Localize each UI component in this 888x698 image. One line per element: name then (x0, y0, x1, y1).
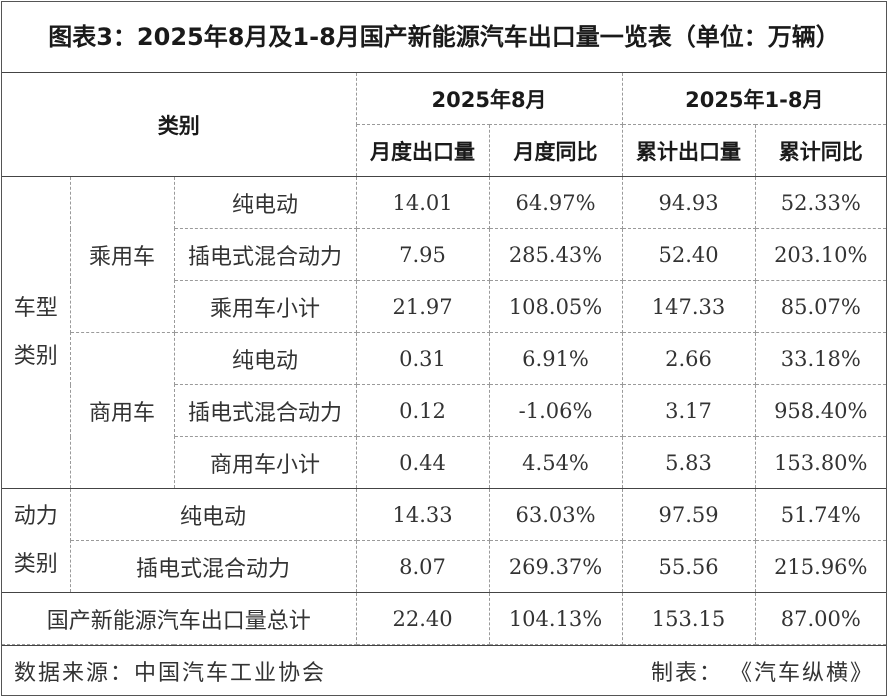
table-row: 插电式混合动力 7.95 285.43% 52.40 203.10% (2, 228, 887, 281)
cumulative-yoy-cell: 51.74% (754, 488, 887, 541)
cumulative-export-cell: 5.83 (621, 436, 756, 489)
header-ytd-group: 2025年1-8月 (621, 72, 887, 125)
row-label: 国产新能源汽车出口量总计 (2, 592, 357, 645)
monthly-yoy-cell: 6.91% (488, 332, 623, 385)
table-maker-label: 制表： (650, 660, 723, 686)
row-label: 插电式混合动力 (70, 540, 357, 593)
monthly-export-cell: 14.01 (355, 176, 490, 229)
header-aug-group: 2025年8月 (355, 72, 623, 125)
row-label: 纯电动 (173, 176, 357, 229)
data-source-label: 数据来源： (14, 660, 135, 686)
table-row: 插电式混合动力 8.07 269.37% 55.56 215.96% (2, 540, 887, 593)
row-label: 插电式混合动力 (174, 228, 357, 281)
header-cumulative-export: 累计出口量 (621, 124, 756, 177)
monthly-yoy-cell: 108.05% (488, 280, 623, 333)
monthly-export-cell: 21.97 (355, 280, 490, 333)
monthly-yoy-cell: 64.97% (488, 176, 623, 229)
export-table: 类别 2025年8月 2025年1-8月 月度出口量 月度同比 累计出口量 累计… (2, 72, 887, 645)
cumulative-yoy-cell: 958.40% (754, 384, 887, 437)
monthly-yoy-cell: 63.03% (488, 488, 623, 541)
monthly-export-cell: 0.12 (355, 384, 490, 437)
data-source: 数据来源：中国汽车工业协会 (14, 655, 326, 687)
table-row: 动力 类别 纯电动 14.33 63.03% 97.59 51.74% (2, 488, 887, 593)
cumulative-export-cell: 2.66 (621, 332, 756, 385)
table-title: 图表3：2025年8月及1-8月国产新能源汽车出口量一览表（单位：万辆） (48, 23, 840, 51)
monthly-export-cell: 0.31 (355, 332, 490, 385)
table-row: 商用车 纯电动 0.31 6.91% 2.66 33.18% (2, 332, 887, 489)
cumulative-yoy-cell: 33.18% (754, 332, 887, 385)
cumulative-export-cell: 147.33 (621, 280, 756, 333)
monthly-yoy-cell: 285.43% (488, 228, 623, 281)
table-footer: 数据来源：中国汽车工业协会 制表： 《汽车纵横》 (2, 645, 886, 695)
cumulative-yoy-cell: 85.07% (754, 280, 887, 333)
monthly-yoy-cell: 269.37% (488, 540, 623, 593)
power-type-group-label: 动力 类别 (2, 488, 71, 593)
cumulative-export-cell: 94.93 (621, 176, 756, 229)
header-cumulative-yoy: 累计同比 (754, 124, 887, 177)
commercial-group-label: 商用车 (70, 332, 175, 489)
table-row: 插电式混合动力 0.12 -1.06% 3.17 958.40% (2, 384, 887, 437)
cumulative-export-cell: 55.56 (621, 540, 756, 593)
row-label: 纯电动 (69, 488, 357, 541)
monthly-export-cell: 22.40 (355, 592, 490, 645)
cumulative-yoy-cell: 153.80% (754, 436, 887, 489)
table-maker-value: 《汽车纵横》 (740, 660, 874, 686)
table-row-total: 国产新能源汽车出口量总计 22.40 104.13% 153.15 87.00% (2, 592, 887, 645)
table-row: 乘用车小计 21.97 108.05% 147.33 85.07% (2, 280, 887, 333)
monthly-export-cell: 8.07 (355, 540, 490, 593)
monthly-export-cell: 0.44 (355, 436, 490, 489)
row-label: 纯电动 (173, 332, 357, 385)
cumulative-export-cell: 3.17 (621, 384, 756, 437)
header-monthly-export: 月度出口量 (356, 124, 490, 177)
cumulative-yoy-cell: 87.00% (754, 592, 887, 645)
cumulative-yoy-cell: 52.33% (754, 176, 887, 229)
vehicle-type-group-label: 车型 类别 (2, 176, 71, 489)
monthly-yoy-cell: 4.54% (488, 436, 623, 489)
monthly-yoy-cell: -1.06% (488, 384, 623, 437)
row-label: 商用车小计 (174, 436, 357, 489)
header-category: 类别 (2, 72, 357, 177)
passenger-group-label: 乘用车 (69, 176, 175, 333)
cumulative-export-cell: 52.40 (621, 228, 756, 281)
cumulative-export-cell: 97.59 (621, 488, 756, 541)
table-maker: 制表： 《汽车纵横》 (651, 655, 874, 687)
row-label: 乘用车小计 (174, 280, 357, 333)
cumulative-yoy-cell: 203.10% (754, 228, 887, 281)
table-row: 车型 类别 乘用车 纯电动 14.01 64.97% 94.93 52.33% (2, 176, 887, 489)
monthly-export-cell: 7.95 (355, 228, 490, 281)
cumulative-yoy-cell: 215.96% (754, 540, 887, 593)
data-source-value: 中国汽车工业协会 (134, 660, 327, 686)
header-monthly-yoy: 月度同比 (488, 124, 623, 177)
cumulative-export-cell: 153.15 (621, 592, 756, 645)
monthly-yoy-cell: 104.13% (488, 592, 623, 645)
row-label: 插电式混合动力 (174, 384, 357, 437)
monthly-export-cell: 14.33 (355, 488, 490, 541)
